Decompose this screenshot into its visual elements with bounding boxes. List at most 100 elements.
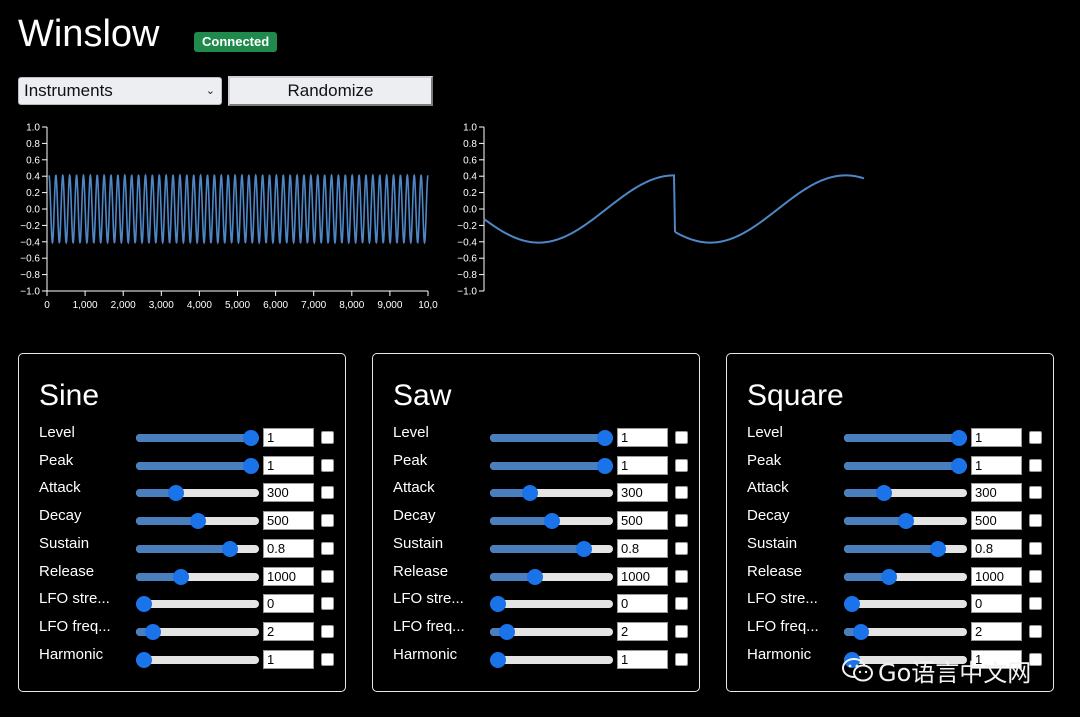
param-slider[interactable] <box>490 623 613 640</box>
param-slider[interactable] <box>844 485 967 502</box>
param-value-input[interactable]: 1000 <box>971 566 1022 586</box>
param-slider[interactable] <box>490 540 613 557</box>
param-lock-checkbox[interactable] <box>321 541 334 555</box>
slider-thumb[interactable] <box>522 485 539 502</box>
param-lock-checkbox[interactable] <box>1029 458 1042 472</box>
param-lock-checkbox[interactable] <box>675 624 688 638</box>
slider-thumb[interactable] <box>929 540 946 557</box>
param-lock-checkbox[interactable] <box>321 597 334 611</box>
param-value-input[interactable]: 0.8 <box>617 538 668 558</box>
param-lock-checkbox[interactable] <box>1029 652 1042 666</box>
param-lock-checkbox[interactable] <box>1029 569 1042 583</box>
slider-thumb[interactable] <box>527 568 544 585</box>
param-value-input[interactable]: 0.8 <box>971 538 1022 558</box>
param-slider[interactable] <box>490 651 613 668</box>
slider-thumb[interactable] <box>144 623 161 640</box>
slider-thumb[interactable] <box>951 457 967 474</box>
slider-thumb[interactable] <box>498 623 515 640</box>
param-lock-checkbox[interactable] <box>675 541 688 555</box>
param-lock-checkbox[interactable] <box>321 431 334 444</box>
param-value-input[interactable]: 300 <box>971 483 1022 503</box>
param-slider[interactable] <box>490 513 613 530</box>
param-value-input[interactable]: 2 <box>263 621 314 641</box>
slider-thumb[interactable] <box>543 513 560 530</box>
param-slider[interactable] <box>490 430 613 446</box>
param-value-input[interactable]: 0 <box>971 594 1022 614</box>
param-value-input[interactable]: 0.8 <box>263 538 314 558</box>
slider-thumb[interactable] <box>897 513 914 530</box>
slider-thumb[interactable] <box>189 513 206 530</box>
param-slider[interactable] <box>844 457 967 474</box>
param-lock-checkbox[interactable] <box>1029 514 1042 528</box>
param-value-input[interactable]: 0 <box>617 594 668 614</box>
param-slider[interactable] <box>844 568 967 585</box>
param-value-input[interactable]: 1 <box>971 649 1022 669</box>
slider-thumb[interactable] <box>575 540 592 557</box>
slider-thumb[interactable] <box>490 651 506 668</box>
param-lock-checkbox[interactable] <box>675 569 688 583</box>
slider-thumb[interactable] <box>490 596 506 613</box>
slider-thumb[interactable] <box>852 623 869 640</box>
param-slider[interactable] <box>844 513 967 530</box>
param-value-input[interactable]: 2 <box>617 621 668 641</box>
slider-thumb[interactable] <box>876 485 893 502</box>
slider-thumb[interactable] <box>951 430 967 446</box>
param-slider[interactable] <box>844 623 967 640</box>
param-slider[interactable] <box>136 430 259 446</box>
param-lock-checkbox[interactable] <box>321 652 334 666</box>
param-value-input[interactable]: 500 <box>971 511 1022 531</box>
param-lock-checkbox[interactable] <box>1029 431 1042 444</box>
param-value-input[interactable]: 1 <box>971 455 1022 475</box>
instrument-select[interactable]: Instruments ⌄ <box>18 77 222 105</box>
slider-thumb[interactable] <box>243 457 259 474</box>
param-value-input[interactable]: 1 <box>971 428 1022 447</box>
param-slider[interactable] <box>136 457 259 474</box>
param-lock-checkbox[interactable] <box>675 458 688 472</box>
slider-thumb[interactable] <box>136 651 152 668</box>
param-value-input[interactable]: 1 <box>263 649 314 669</box>
param-slider[interactable] <box>136 513 259 530</box>
param-slider[interactable] <box>136 540 259 557</box>
slider-thumb[interactable] <box>221 540 238 557</box>
param-slider[interactable] <box>490 596 613 613</box>
param-slider[interactable] <box>490 568 613 585</box>
slider-thumb[interactable] <box>844 596 860 613</box>
param-lock-checkbox[interactable] <box>1029 597 1042 611</box>
param-slider[interactable] <box>844 596 967 613</box>
param-value-input[interactable]: 1 <box>617 649 668 669</box>
param-value-input[interactable]: 1 <box>617 428 668 447</box>
param-slider[interactable] <box>490 485 613 502</box>
param-lock-checkbox[interactable] <box>675 514 688 528</box>
param-lock-checkbox[interactable] <box>321 486 334 500</box>
param-value-input[interactable]: 1 <box>263 455 314 475</box>
param-lock-checkbox[interactable] <box>321 624 334 638</box>
slider-thumb[interactable] <box>173 568 190 585</box>
param-lock-checkbox[interactable] <box>1029 624 1042 638</box>
param-value-input[interactable]: 1 <box>263 428 314 447</box>
param-value-input[interactable]: 1 <box>617 455 668 475</box>
param-value-input[interactable]: 500 <box>263 511 314 531</box>
slider-thumb[interactable] <box>597 430 613 446</box>
param-value-input[interactable]: 2 <box>971 621 1022 641</box>
slider-thumb[interactable] <box>597 457 613 474</box>
param-value-input[interactable]: 0 <box>263 594 314 614</box>
param-lock-checkbox[interactable] <box>321 514 334 528</box>
param-lock-checkbox[interactable] <box>1029 541 1042 555</box>
slider-thumb[interactable] <box>168 485 185 502</box>
param-value-input[interactable]: 500 <box>617 511 668 531</box>
param-slider[interactable] <box>136 623 259 640</box>
slider-thumb[interactable] <box>136 596 152 613</box>
param-lock-checkbox[interactable] <box>675 652 688 666</box>
param-value-input[interactable]: 1000 <box>263 566 314 586</box>
param-lock-checkbox[interactable] <box>321 458 334 472</box>
param-slider[interactable] <box>136 651 259 668</box>
param-lock-checkbox[interactable] <box>1029 486 1042 500</box>
randomize-button[interactable]: Randomize <box>228 76 433 106</box>
param-lock-checkbox[interactable] <box>675 431 688 444</box>
param-slider[interactable] <box>136 596 259 613</box>
param-lock-checkbox[interactable] <box>675 597 688 611</box>
param-value-input[interactable]: 1000 <box>617 566 668 586</box>
slider-thumb[interactable] <box>881 568 898 585</box>
param-slider[interactable] <box>844 540 967 557</box>
param-value-input[interactable]: 300 <box>617 483 668 503</box>
